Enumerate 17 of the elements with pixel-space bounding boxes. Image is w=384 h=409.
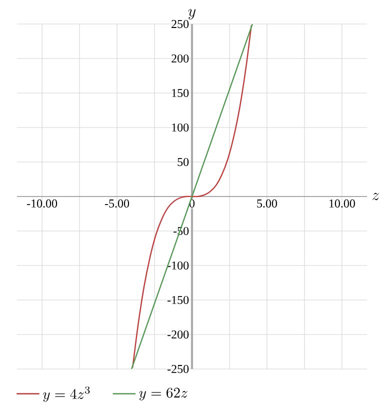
x-axis-title: $z$ [372,192,380,200]
x-tick-label: 10.00 [329,199,355,208]
x-tick-label: -5.00 [104,199,130,208]
y-axis-title: $y$ [188,9,196,20]
y-tick-label: -100 [168,261,189,270]
y-tick-label: 150 [172,88,189,98]
y-tick-label: -150 [168,296,189,304]
y-tick-label: -200 [168,330,189,339]
x-tick-label: -10.00 [26,199,58,208]
y-tick-label: -250 [168,364,189,374]
legend-label: $y=62z$ [139,388,188,400]
y-tick-label: 250 [172,20,189,28]
y-tick-label: 200 [172,54,189,63]
x-tick-label: 5.00 [257,199,278,208]
y-tick-label: 50 [178,158,189,166]
y-tick-label: 100 [172,123,189,132]
legend-label: $y=4z^{3}$ [43,386,90,402]
